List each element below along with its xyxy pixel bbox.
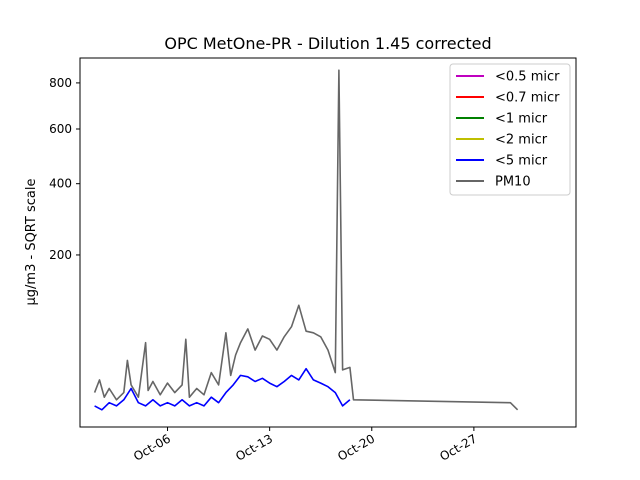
legend-label: <5 micr [495, 154, 548, 169]
legend-label: <2 micr [495, 133, 548, 148]
y-tick-label: 400 [49, 177, 72, 191]
legend-label: <0.7 micr [495, 91, 560, 106]
legend-label: <1 micr [495, 112, 548, 127]
y-tick-label: 600 [49, 122, 72, 136]
series-line [93, 69, 519, 411]
plot-frame [79, 57, 577, 428]
legend-label: PM10 [495, 175, 531, 190]
series-line [94, 367, 351, 411]
chart-title: OPC MetOne-PR - Dilution 1.45 corrected [164, 34, 491, 53]
y-tick-label: 200 [49, 248, 72, 262]
y-tick-label: 800 [49, 76, 72, 90]
series-layer [93, 69, 519, 411]
legend-label: <0.5 micr [495, 70, 560, 85]
y-axis: 200 400 600 800 [49, 76, 80, 262]
legend: <0.5 micr <0.7 micr <1 micr <2 micr <5 micr P… [449, 63, 571, 196]
y-axis-label: µg/m3 - SQRT scale [24, 179, 39, 306]
